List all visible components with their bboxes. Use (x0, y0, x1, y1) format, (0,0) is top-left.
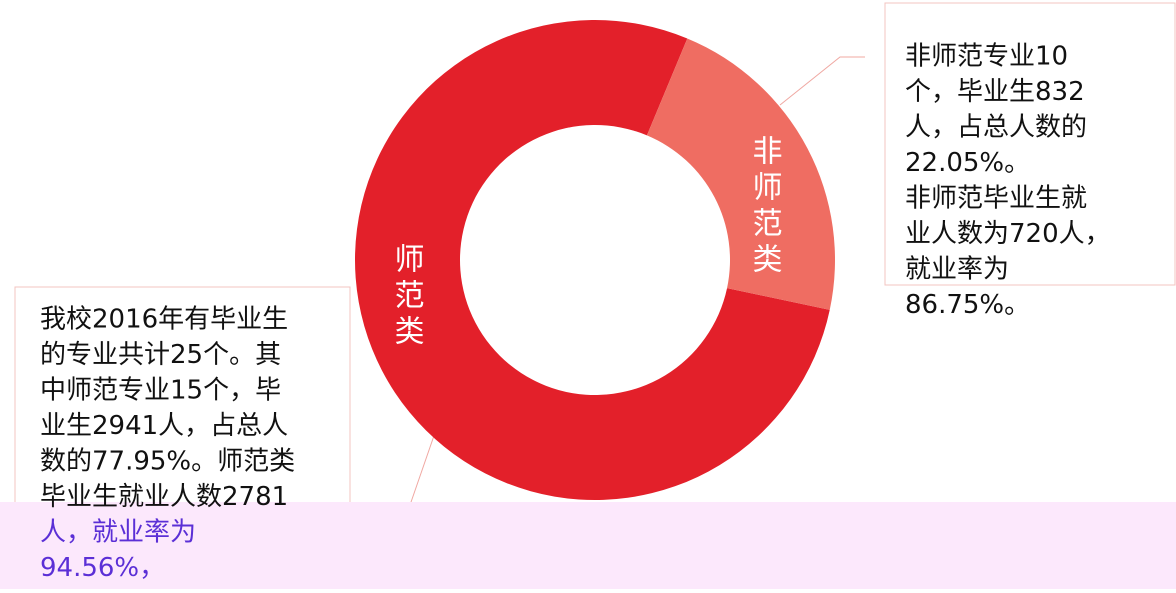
annotation-line: 毕业生就业人数2781 (40, 482, 288, 512)
annotation-line: 人，就业率为 (40, 518, 196, 548)
annotation-line: 非师范专业10 (905, 42, 1068, 72)
pie-slice (646, 38, 835, 310)
annotation-line: 非师范毕业生就 (905, 184, 1087, 214)
annotation-line: 86.75%。 (905, 290, 1030, 320)
annotation-line: 94.56%， (40, 553, 165, 583)
annotation-line: 业生2941人，占总人 (40, 411, 288, 441)
annotation-line: 的专业共计25个。其 (40, 340, 281, 370)
annotation-line: 人，占总人数的 (905, 113, 1087, 143)
annotation-line: 我校2016年有毕业生 (40, 305, 288, 335)
slice-label: 非师范类 (747, 135, 782, 279)
annotation-line: 就业率为 (905, 255, 1009, 285)
overlay-band (0, 502, 1176, 589)
annotation-line: 业人数为720人， (905, 219, 1111, 249)
annotation-line: 22.05%。 (905, 148, 1030, 178)
annotation-box (884, 2, 1176, 286)
pie-slice (355, 19, 830, 501)
slice-label: 师范类 (389, 243, 424, 351)
leader-line (779, 56, 865, 106)
annotation-line: 数的77.95%。师范类 (40, 447, 295, 477)
annotation-line: 中师范专业15个，毕 (40, 376, 281, 406)
annotation-line: 个，毕业生832 (905, 77, 1085, 107)
